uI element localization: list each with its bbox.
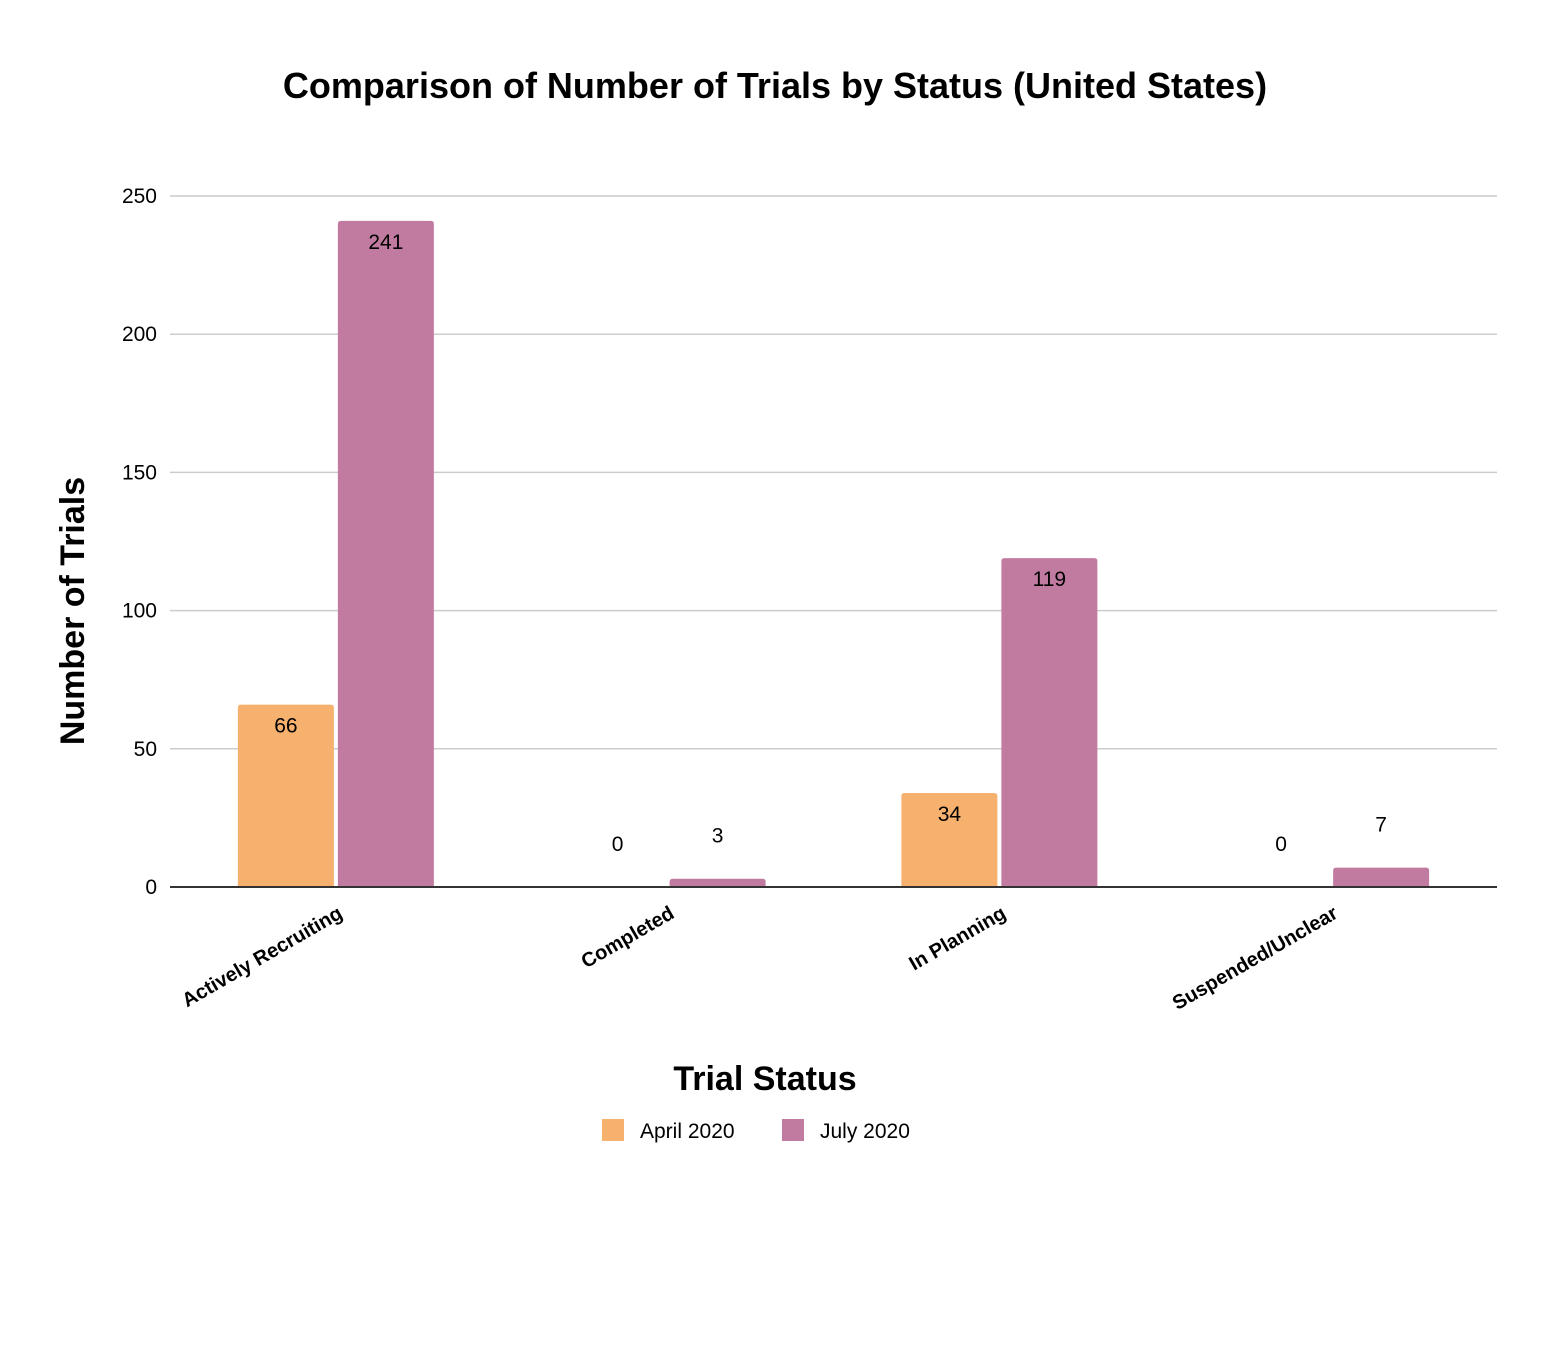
x-tick-label: Actively Recruiting [178, 902, 346, 1012]
chart-title: Comparison of Number of Trials by Status… [283, 65, 1267, 106]
data-label: 34 [938, 803, 962, 826]
data-label: 7 [1375, 814, 1387, 837]
data-labels: 66 241 0 3 34 119 0 7 [274, 231, 1387, 856]
legend-swatch [602, 1119, 624, 1141]
data-label: 119 [1033, 568, 1066, 591]
legend: April 2020 July 2020 [602, 1119, 910, 1143]
y-axis-ticks: 0 50 100 150 200 250 [122, 185, 157, 899]
x-axis-title: Trial Status [673, 1060, 856, 1098]
x-tick-label: Suspended/Unclear [1169, 902, 1342, 1015]
x-tick-label: Completed [578, 902, 678, 973]
y-tick-label: 200 [122, 323, 157, 346]
data-label: 3 [712, 825, 724, 848]
data-label: 0 [1275, 833, 1287, 856]
bars [237, 220, 1430, 888]
bar-july-2020-2 [1001, 558, 1098, 887]
y-tick-label: 150 [122, 461, 157, 484]
legend-swatch [782, 1119, 804, 1141]
bar-july-2020-0 [337, 220, 434, 888]
y-tick-label: 100 [122, 600, 157, 623]
y-axis-title: Number of Trials [54, 477, 92, 745]
bar-april-2020-2 [901, 793, 998, 887]
legend-label: April 2020 [640, 1120, 735, 1143]
x-axis-ticks: Actively Recruiting Completed In Planning S… [178, 902, 1341, 1015]
bar-july-2020-1 [669, 878, 766, 887]
y-tick-label: 50 [134, 738, 157, 761]
y-tick-label: 0 [145, 876, 157, 899]
bar-april-2020-0 [237, 704, 334, 887]
data-label: 66 [274, 715, 297, 738]
x-tick-label: In Planning [906, 902, 1010, 975]
y-tick-label: 250 [122, 185, 157, 208]
data-label: 0 [612, 833, 624, 856]
legend-label: July 2020 [820, 1120, 910, 1143]
data-label: 241 [368, 231, 403, 254]
bar-july-2020-3 [1333, 867, 1430, 887]
